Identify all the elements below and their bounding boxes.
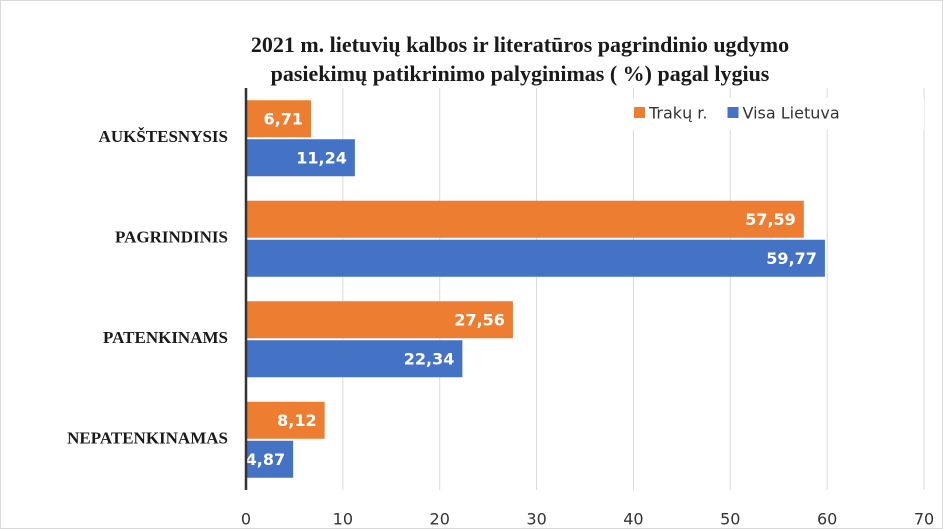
legend-label: Trakų r. — [648, 104, 708, 123]
bar — [246, 340, 463, 378]
y-tick-label: AUKŠTESNYSIS — [99, 127, 228, 146]
y-tick-label: PATENKINAMS — [103, 328, 228, 347]
bar — [246, 200, 804, 238]
x-tick-label: 70 — [914, 510, 934, 529]
x-tick-label: 30 — [526, 510, 546, 529]
x-tick-label: 20 — [430, 510, 450, 529]
legend-swatch — [634, 107, 645, 118]
legend-box — [626, 98, 924, 130]
data-label: 22,34 — [404, 349, 455, 368]
bar — [246, 401, 325, 439]
x-tick-label: 0 — [241, 510, 251, 529]
y-tick-label: PAGRINDINIS — [115, 228, 228, 247]
bar — [246, 139, 355, 177]
legend-label: Visa Lietuva — [743, 104, 840, 123]
data-label: 8,12 — [277, 411, 316, 430]
legend-swatch — [727, 107, 739, 118]
x-tick-label: 50 — [720, 510, 740, 529]
data-label: 27,56 — [454, 310, 505, 329]
data-label: 59,77 — [766, 249, 817, 268]
bar — [246, 100, 311, 138]
chart-title: 2021 m. lietuvių kalbos ir literatūros p… — [251, 32, 789, 57]
data-label: 6,71 — [264, 109, 303, 128]
x-tick-label: 40 — [623, 510, 643, 529]
data-label: 11,24 — [296, 148, 347, 167]
bar — [246, 301, 513, 339]
data-label: 4,87 — [246, 450, 285, 469]
x-tick-label: 60 — [817, 510, 837, 529]
bar — [246, 440, 294, 478]
y-tick-label: NEPATENKINAMAS — [67, 429, 228, 448]
data-label: 57,59 — [745, 210, 796, 229]
x-tick-label: 10 — [333, 510, 353, 529]
bar — [246, 239, 825, 277]
chart-title: pasiekimų patikrinimo palyginimas ( %) p… — [271, 61, 770, 86]
